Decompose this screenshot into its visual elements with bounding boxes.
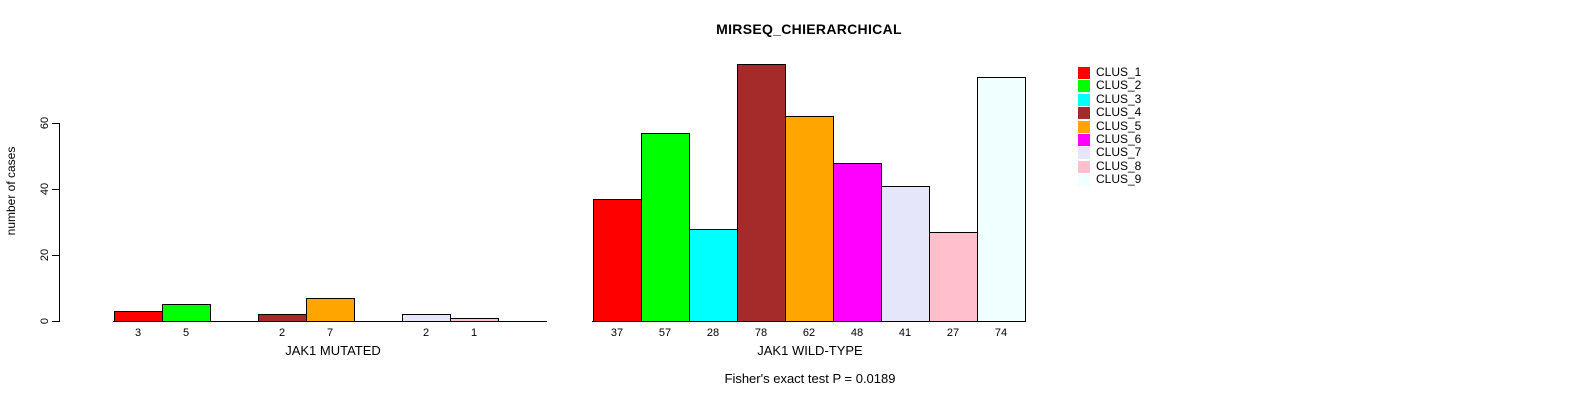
bar-value-label: 41 (898, 327, 912, 339)
bar-clus_5 (306, 298, 355, 322)
chart-title: MIRSEQ_CHIERARCHICAL (716, 21, 902, 37)
bar-value-label: 2 (422, 327, 430, 339)
x-axis-label-left: JAK1 MUTATED (285, 343, 381, 358)
bar-clus_8 (929, 232, 978, 322)
bar-clus_5 (785, 116, 834, 322)
bar-clus_3 (689, 229, 738, 322)
legend-label-clus_4: CLUS_4 (1096, 105, 1142, 120)
legend-swatch-clus_6 (1078, 134, 1090, 146)
bar-clus_7 (881, 186, 930, 322)
legend-swatch-clus_7 (1078, 147, 1090, 160)
bar-clus_2 (641, 133, 690, 322)
bar-clus_1 (593, 199, 642, 322)
bar-clus_2 (162, 304, 211, 322)
y-axis-tick (52, 321, 59, 322)
legend-swatch-clus_3 (1078, 93, 1090, 106)
y-axis-tick (52, 255, 59, 256)
bar-clus_4 (737, 64, 786, 322)
legend-swatch-clus_4 (1078, 107, 1090, 120)
y-axis-tick-label: 40 (39, 182, 51, 196)
legend-label-clus_6: CLUS_6 (1096, 132, 1142, 146)
bar-value-label: 74 (994, 327, 1008, 339)
legend-label-clus_2: CLUS_2 (1096, 78, 1142, 93)
legend-label-clus_3: CLUS_3 (1096, 91, 1142, 106)
legend-swatch-clus_1 (1078, 67, 1090, 79)
bar-clus_6 (833, 163, 882, 322)
bar-value-label: 2 (278, 327, 286, 339)
bar-value-label: 37 (610, 327, 624, 339)
y-axis-tick (52, 189, 59, 190)
y-axis-line (59, 123, 60, 322)
legend-swatch-clus_9 (1078, 174, 1090, 187)
bar-value-label: 57 (658, 327, 672, 339)
bar-value-label: 78 (754, 327, 768, 339)
y-axis-tick-label: 0 (39, 317, 51, 325)
bar-value-label: 28 (706, 327, 720, 339)
x-axis-line (592, 321, 1026, 322)
legend-label-clus_8: CLUS_8 (1096, 158, 1142, 173)
legend-label-clus_9: CLUS_9 (1096, 172, 1142, 187)
bar-clus_9 (977, 77, 1026, 322)
bar-value-label: 62 (802, 327, 816, 339)
legend-label-clus_1: CLUS_1 (1096, 65, 1142, 79)
bar-value-label: 5 (182, 327, 190, 339)
y-axis-tick-label: 20 (39, 248, 51, 262)
y-axis-label: number of cases (4, 146, 18, 236)
x-axis-line (113, 321, 547, 322)
legend-swatch-clus_5 (1078, 120, 1090, 133)
y-axis-tick-label: 60 (39, 116, 51, 130)
legend-swatch-clus_8 (1078, 160, 1090, 173)
legend-label-clus_5: CLUS_5 (1096, 118, 1142, 133)
y-axis-tick (52, 123, 59, 124)
legend-swatch-clus_2 (1078, 80, 1090, 93)
bar-value-label: 3 (134, 327, 142, 339)
bar-value-label: 7 (326, 327, 334, 339)
x-axis-label-right: JAK1 WILD-TYPE (757, 343, 863, 358)
legend-label-clus_7: CLUS_7 (1096, 145, 1142, 160)
bar-value-label: 1 (470, 327, 478, 339)
footnote-fisher-test: Fisher's exact test P = 0.0189 (724, 371, 896, 386)
bar-value-label: 48 (850, 327, 864, 339)
bar-value-label: 27 (946, 327, 960, 339)
